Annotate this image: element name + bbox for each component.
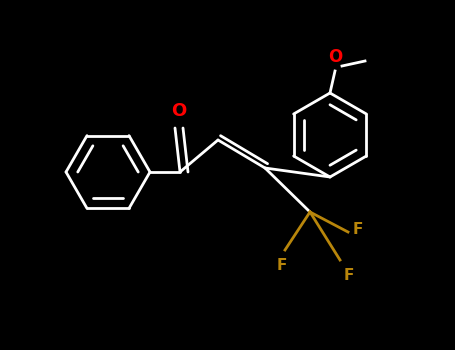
Text: F: F xyxy=(353,223,364,238)
Text: F: F xyxy=(277,258,287,273)
Text: O: O xyxy=(172,102,187,120)
Text: O: O xyxy=(328,48,342,66)
Text: F: F xyxy=(344,268,354,283)
